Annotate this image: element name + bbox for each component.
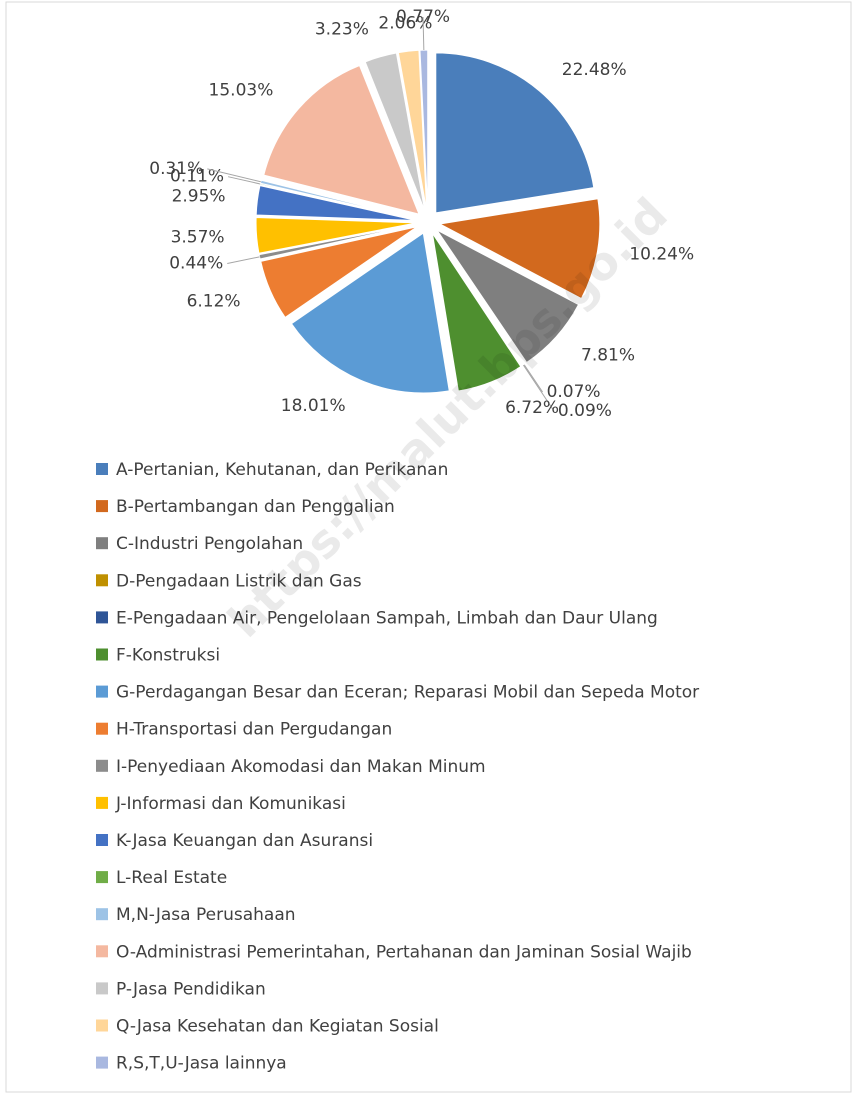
data-label: 0.07% bbox=[547, 382, 601, 402]
data-label: 2.06% bbox=[378, 13, 432, 33]
data-label: 3.23% bbox=[315, 20, 369, 40]
pie-slice bbox=[290, 232, 450, 394]
legend-label: K-Jasa Keuangan dan Asuransi bbox=[116, 831, 373, 851]
legend-swatch bbox=[96, 463, 108, 475]
data-label: 7.81% bbox=[581, 345, 635, 365]
leader-line bbox=[227, 176, 261, 185]
pie-slice bbox=[364, 52, 426, 211]
data-label: 6.12% bbox=[187, 292, 241, 312]
legend-label: B-Pertambangan dan Penggalian bbox=[116, 497, 395, 517]
legend-swatch bbox=[96, 500, 108, 513]
data-label: 0.44% bbox=[169, 254, 223, 274]
legend-swatch bbox=[96, 574, 108, 587]
data-label: 6.72% bbox=[505, 398, 559, 418]
legend-swatch bbox=[96, 982, 108, 995]
pie-slice bbox=[263, 64, 420, 215]
leader-line bbox=[422, 17, 425, 51]
leader-line bbox=[227, 256, 260, 265]
data-label: 22.48% bbox=[562, 60, 627, 80]
leader-line bbox=[523, 364, 543, 393]
leader-line bbox=[522, 364, 555, 412]
pie: 22.48% 10.24% 7.81% 0.07%0.09%6.72% 18.01% 6.… bbox=[149, 7, 694, 421]
legend-label: C-Industri Pengolahan bbox=[116, 534, 303, 554]
pie-slice bbox=[436, 229, 580, 364]
legend-swatch bbox=[96, 834, 108, 846]
pie-slice bbox=[255, 185, 417, 221]
legend-label: G-Perdagangan Besar dan Eceran; Reparasi… bbox=[116, 683, 699, 703]
legend-swatch bbox=[96, 1019, 108, 1032]
pie-slice bbox=[255, 216, 417, 254]
pie-slice bbox=[438, 198, 601, 300]
legend-swatch bbox=[96, 611, 108, 624]
pie-slice bbox=[260, 226, 418, 319]
legend: A-Pertanian, Kehutanan, dan Perikanan B-P… bbox=[96, 460, 699, 1074]
legend-swatch bbox=[96, 796, 108, 809]
legend-label: H-Transportasi dan Pergudangan bbox=[116, 720, 392, 740]
pie-slice bbox=[435, 52, 595, 214]
data-label: 0.09% bbox=[558, 401, 612, 421]
legend-label: L-Real Estate bbox=[116, 868, 227, 888]
legend-label: Q-Jasa Kesehatan dan Kegiatan Sosial bbox=[116, 1017, 439, 1037]
pie-slice bbox=[258, 223, 417, 260]
legend-label: I-Penyediaan Akomodasi dan Makan Minum bbox=[116, 757, 486, 777]
leader-line bbox=[207, 168, 261, 183]
data-label: 10.24% bbox=[629, 244, 694, 264]
legend-label: E-Pengadaan Air, Pengelolaan Sampah, Lim… bbox=[116, 608, 658, 628]
pie-slice bbox=[397, 49, 428, 211]
chart-frame bbox=[5, 1, 852, 1093]
legend-label: F-Konstruksi bbox=[116, 646, 220, 666]
legend-label: O-Administrasi Pemerintahan, Pertahanan … bbox=[116, 942, 692, 962]
legend-swatch bbox=[96, 945, 108, 958]
legend-swatch bbox=[96, 908, 108, 921]
data-label: 2.95% bbox=[172, 187, 226, 207]
data-label: 18.01% bbox=[281, 396, 346, 416]
legend-label: R,S,T,U-Jasa lainnya bbox=[116, 1054, 287, 1074]
data-label: 3.57% bbox=[171, 228, 225, 248]
legend-swatch bbox=[96, 759, 108, 772]
legend-swatch bbox=[96, 537, 108, 550]
data-label: 0.11% bbox=[170, 167, 224, 187]
data-label: 0.31% bbox=[149, 159, 203, 179]
legend-label: P-Jasa Pendidikan bbox=[116, 979, 266, 999]
legend-swatch bbox=[96, 685, 108, 698]
data-label: 0.77% bbox=[396, 7, 450, 27]
legend-swatch bbox=[96, 648, 108, 661]
legend-swatch bbox=[96, 871, 108, 884]
legend-swatch bbox=[96, 1056, 108, 1069]
legend-swatch bbox=[96, 722, 108, 735]
legend-label: D-Pengadaan Listrik dan Gas bbox=[116, 571, 362, 591]
legend-label: J-Informasi dan Komunikasi bbox=[115, 794, 346, 814]
data-label: 15.03% bbox=[209, 80, 274, 100]
legend-label: M,N-Jasa Perusahaan bbox=[116, 905, 296, 925]
legend-label: A-Pertanian, Kehutanan, dan Perikanan bbox=[116, 460, 448, 480]
pie-slice bbox=[431, 232, 522, 392]
pie-slice bbox=[419, 49, 429, 211]
